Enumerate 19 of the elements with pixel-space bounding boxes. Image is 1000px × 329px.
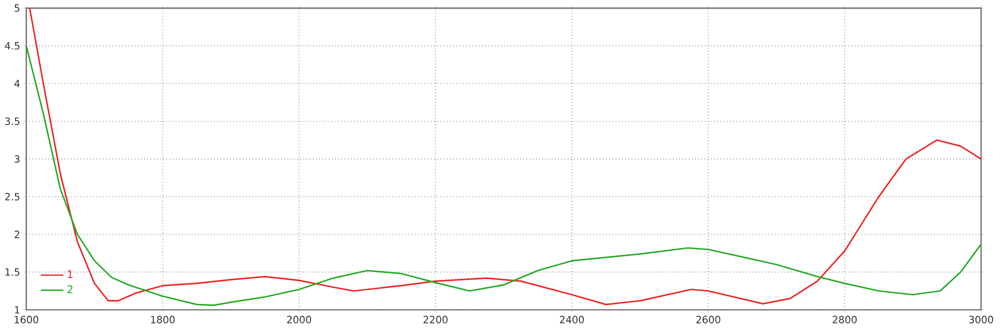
y-tick-label: 1.5 [6,268,20,276]
x-tick-label: 3000 [969,316,994,324]
x-tick-label: 1600 [14,316,38,324]
x-tick-label: 2600 [696,316,720,324]
x-tick-label: 2000 [287,316,312,324]
y-tick-label: 5 [14,4,20,12]
y-tick-label: 4 [14,80,20,88]
legend-label: 2 [67,285,72,294]
y-tick-label: 3.5 [5,118,20,126]
x-tick-label: 1800 [151,316,175,324]
x-tick-label: 2200 [424,316,448,324]
y-tick-label: 3 [14,155,20,163]
y-tick-label: 2.5 [5,193,20,201]
legend-label: 1 [68,270,72,278]
y-tick-label: 4.5 [4,42,20,50]
y-tick-label: 1 [15,306,20,314]
y-tick-label: 2 [14,230,20,238]
x-tick-label: 2800 [832,316,857,324]
x-tick-label: 2400 [560,316,584,324]
